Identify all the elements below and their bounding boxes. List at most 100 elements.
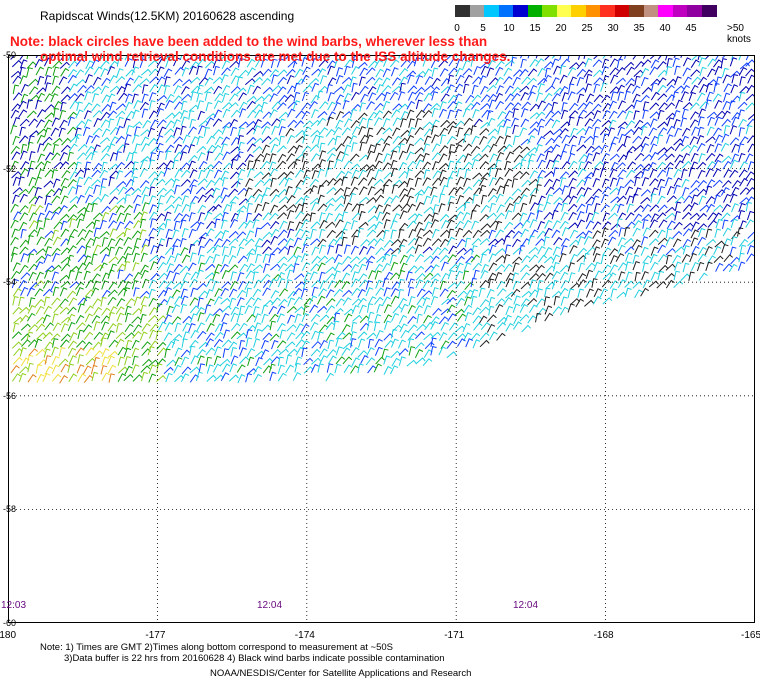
wind-barb bbox=[559, 128, 569, 136]
wind-barb bbox=[352, 314, 363, 322]
wind-barb bbox=[390, 238, 401, 247]
wind-barb bbox=[496, 321, 507, 330]
wind-barb bbox=[551, 58, 560, 68]
wind-barb bbox=[67, 111, 77, 120]
wind-barb bbox=[67, 68, 78, 78]
wind-barb bbox=[68, 83, 78, 93]
wind-barb bbox=[236, 210, 244, 220]
wind-barb bbox=[696, 142, 706, 152]
wind-barb bbox=[407, 85, 418, 94]
wind-barb bbox=[229, 363, 238, 373]
wind-barb bbox=[682, 67, 691, 77]
wind-barb bbox=[430, 345, 437, 356]
wind-barb bbox=[537, 220, 545, 231]
wind-barb bbox=[674, 201, 682, 212]
wind-barb bbox=[319, 219, 328, 229]
wind-barb bbox=[18, 135, 29, 144]
wind-barb bbox=[123, 287, 131, 297]
wind-barb bbox=[148, 307, 158, 316]
wind-barb bbox=[520, 159, 527, 169]
wind-barb bbox=[93, 184, 101, 194]
wind-barb bbox=[610, 288, 618, 298]
wind-barb bbox=[641, 236, 649, 246]
wind-barb bbox=[139, 218, 147, 229]
wind-barb bbox=[252, 145, 263, 154]
wind-barb bbox=[593, 288, 602, 298]
wind-barb bbox=[520, 298, 530, 307]
wind-barb bbox=[197, 330, 207, 339]
wind-barb bbox=[51, 229, 59, 239]
wind-barb bbox=[303, 305, 310, 315]
wind-barb bbox=[422, 57, 430, 67]
wind-barb bbox=[657, 147, 668, 155]
wind-barb bbox=[454, 93, 463, 103]
wind-barb bbox=[18, 296, 25, 307]
wind-barb bbox=[302, 84, 313, 93]
wind-barb bbox=[19, 150, 28, 160]
wind-barb bbox=[505, 322, 515, 332]
wind-barb bbox=[270, 143, 279, 153]
wind-barb bbox=[51, 117, 60, 127]
wind-barb bbox=[691, 245, 700, 255]
wind-barb bbox=[367, 86, 377, 95]
wind-barb bbox=[181, 188, 192, 196]
wind-barb bbox=[254, 227, 262, 238]
wind-barb bbox=[617, 126, 625, 136]
wind-barb bbox=[383, 355, 391, 365]
wind-barb bbox=[213, 169, 223, 179]
wind-barb bbox=[658, 186, 666, 196]
wind-barb bbox=[722, 100, 731, 110]
longitude-tick-label: -180 bbox=[0, 630, 17, 641]
wind-barb bbox=[76, 322, 86, 330]
wind-barb bbox=[682, 101, 693, 110]
wind-barb bbox=[205, 278, 215, 288]
wind-barb bbox=[237, 187, 248, 196]
wind-barb bbox=[432, 177, 442, 186]
wind-barb bbox=[165, 160, 175, 169]
wind-barb bbox=[351, 271, 359, 281]
wind-barb bbox=[577, 93, 585, 104]
wind-barb bbox=[252, 288, 262, 298]
wind-barb bbox=[246, 136, 257, 145]
wind-barb bbox=[673, 168, 682, 178]
wind-barb bbox=[148, 195, 157, 205]
wind-barb bbox=[739, 136, 749, 145]
wind-barb bbox=[723, 92, 731, 103]
wind-barb bbox=[486, 212, 497, 220]
wind-barb bbox=[293, 186, 302, 196]
wind-barb bbox=[93, 306, 103, 316]
wind-barb bbox=[551, 77, 560, 87]
wind-barb bbox=[229, 60, 240, 69]
wind-barb bbox=[318, 348, 328, 357]
wind-barb bbox=[271, 84, 282, 93]
wind-barb bbox=[36, 236, 45, 246]
wind-barb bbox=[278, 229, 288, 238]
wind-barb bbox=[12, 92, 23, 101]
wind-barb bbox=[690, 59, 700, 68]
wind-barb bbox=[85, 60, 94, 70]
wind-barb bbox=[245, 195, 255, 204]
wind-barb bbox=[576, 203, 586, 212]
wind-barb bbox=[333, 312, 341, 322]
wind-barb bbox=[317, 68, 327, 77]
wind-barb bbox=[624, 237, 635, 245]
wind-barb bbox=[245, 212, 252, 223]
wind-barb bbox=[262, 55, 267, 60]
wind-barb bbox=[368, 111, 378, 121]
wind-barb bbox=[244, 153, 254, 163]
wind-barb bbox=[632, 93, 641, 103]
wind-barb bbox=[214, 93, 224, 102]
wind-barb bbox=[359, 164, 370, 172]
wind-barb bbox=[424, 341, 435, 350]
wind-barb bbox=[85, 237, 95, 247]
wind-barb bbox=[578, 161, 585, 171]
wind-barb bbox=[657, 84, 667, 93]
wind-barb bbox=[173, 85, 182, 95]
wind-barb bbox=[351, 304, 360, 315]
wind-barb bbox=[164, 128, 175, 136]
wind-barb bbox=[690, 237, 699, 247]
wind-barb bbox=[156, 76, 166, 85]
wind-barb bbox=[714, 228, 722, 238]
wind-barb bbox=[730, 159, 739, 169]
longitude-tick-label: -177 bbox=[145, 630, 166, 641]
